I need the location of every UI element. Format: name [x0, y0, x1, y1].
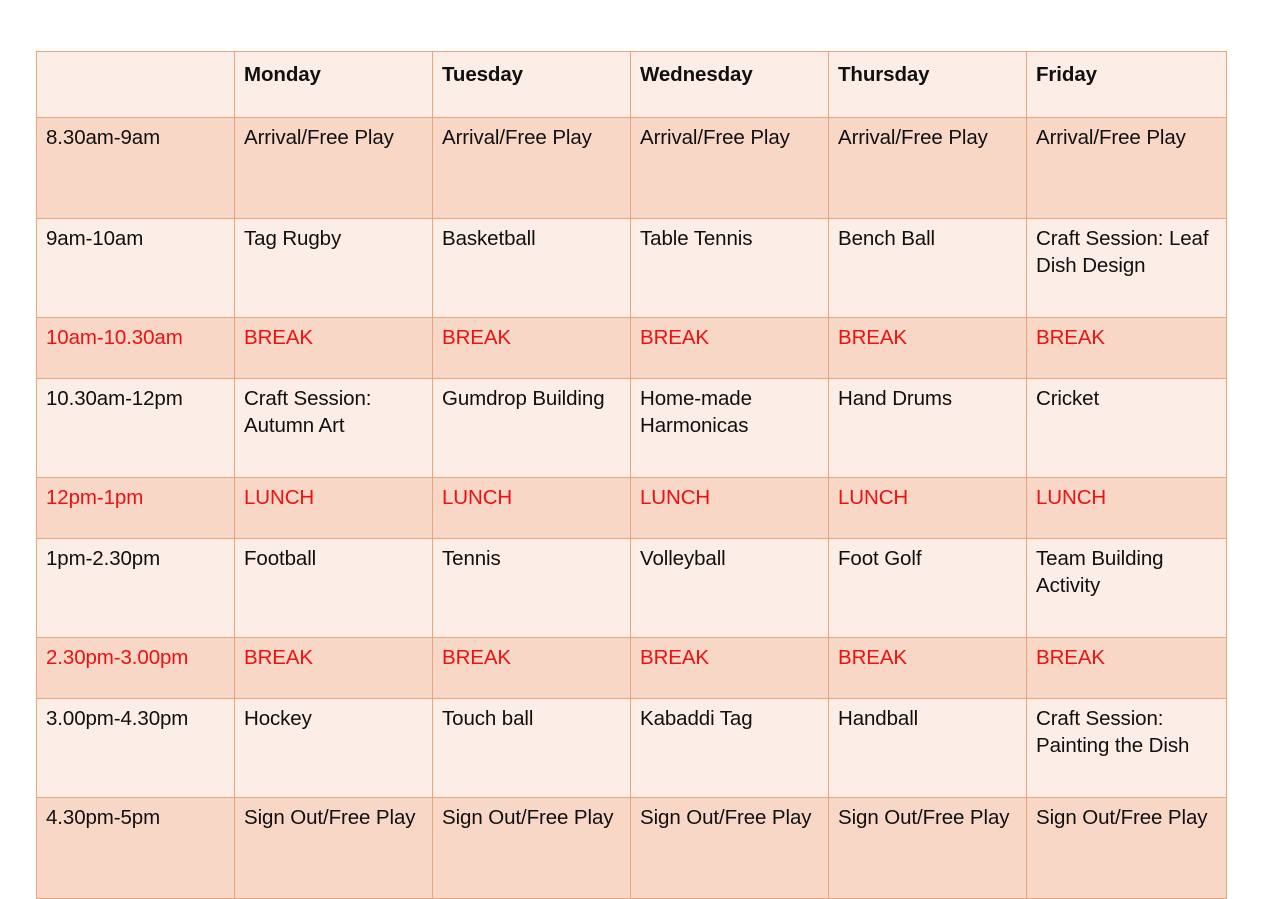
- activity-cell: Arrival/Free Play: [432, 117, 631, 219]
- activity-cell: BREAK: [630, 317, 829, 379]
- activity-cell: Arrival/Free Play: [828, 117, 1027, 219]
- activity-cell: Table Tennis: [630, 218, 829, 318]
- time-slot-cell: 9am-10am: [36, 218, 235, 318]
- activity-cell: LUNCH: [630, 477, 829, 539]
- header-row: Monday Tuesday Wednesday Thursday Friday: [36, 51, 1227, 118]
- table-row: 10am-10.30am BREAK BREAK BREAK BREAK BREAK: [36, 317, 1227, 379]
- activity-cell: Volleyball: [630, 538, 829, 638]
- time-slot-cell: 10.30am-12pm: [36, 378, 235, 478]
- activity-cell: BREAK: [432, 317, 631, 379]
- time-slot-cell: 3.00pm-4.30pm: [36, 698, 235, 798]
- activity-cell: Tag Rugby: [234, 218, 433, 318]
- table-row: 10.30am-12pm Craft Session: Autumn Art Gum…: [36, 378, 1227, 478]
- activity-cell: BREAK: [432, 637, 631, 699]
- activity-cell: Football: [234, 538, 433, 638]
- activity-cell: Arrival/Free Play: [630, 117, 829, 219]
- time-slot-cell: 10am-10.30am: [36, 317, 235, 379]
- activity-cell: LUNCH: [828, 477, 1027, 539]
- table-row: 1pm-2.30pm Football Tennis Volleyball Foot G…: [36, 538, 1227, 638]
- activity-cell: Handball: [828, 698, 1027, 798]
- time-slot-cell: 1pm-2.30pm: [36, 538, 235, 638]
- activity-cell: BREAK: [828, 317, 1027, 379]
- time-slot-cell: 4.30pm-5pm: [36, 797, 235, 899]
- table-row: 2.30pm-3.00pm BREAK BREAK BREAK BREAK BREAK: [36, 637, 1227, 699]
- time-slot-cell: 2.30pm-3.00pm: [36, 637, 235, 699]
- activity-cell: BREAK: [828, 637, 1027, 699]
- activity-cell: Basketball: [432, 218, 631, 318]
- activity-cell: Kabaddi Tag: [630, 698, 829, 798]
- activity-cell: BREAK: [234, 637, 433, 699]
- table-row: 3.00pm-4.30pm Hockey Touch ball Kabaddi Tag…: [36, 698, 1227, 798]
- activity-cell: Craft Session: Painting the Dish: [1026, 698, 1227, 798]
- activity-cell: Craft Session: Leaf Dish Design: [1026, 218, 1227, 318]
- activity-cell: Tennis: [432, 538, 631, 638]
- activity-cell: Foot Golf: [828, 538, 1027, 638]
- activity-cell: Sign Out/Free Play: [234, 797, 433, 899]
- activity-cell: BREAK: [234, 317, 433, 379]
- activity-cell: Gumdrop Building: [432, 378, 631, 478]
- table-row: 8.30am-9am Arrival/Free Play Arrival/Free …: [36, 117, 1227, 219]
- column-header-tuesday: Tuesday: [432, 51, 631, 118]
- timetable-container: Monday Tuesday Wednesday Thursday Friday…: [36, 51, 1227, 899]
- activity-cell: Arrival/Free Play: [1026, 117, 1227, 219]
- timetable-body: 8.30am-9am Arrival/Free Play Arrival/Free …: [36, 117, 1227, 899]
- activity-cell: BREAK: [1026, 637, 1227, 699]
- activity-cell: Sign Out/Free Play: [1026, 797, 1227, 899]
- timetable-head: Monday Tuesday Wednesday Thursday Friday: [36, 51, 1227, 118]
- activity-cell: Bench Ball: [828, 218, 1027, 318]
- activity-cell: BREAK: [1026, 317, 1227, 379]
- activity-cell: Sign Out/Free Play: [432, 797, 631, 899]
- activity-cell: Hockey: [234, 698, 433, 798]
- column-header-wednesday: Wednesday: [630, 51, 829, 118]
- column-header-monday: Monday: [234, 51, 433, 118]
- activity-cell: LUNCH: [1026, 477, 1227, 539]
- activity-cell: Sign Out/Free Play: [630, 797, 829, 899]
- activity-cell: Home-made Harmonicas: [630, 378, 829, 478]
- weekly-timetable: Monday Tuesday Wednesday Thursday Friday…: [36, 51, 1227, 899]
- column-header-thursday: Thursday: [828, 51, 1027, 118]
- time-slot-cell: 12pm-1pm: [36, 477, 235, 539]
- table-row: 9am-10am Tag Rugby Basketball Table Tennis B…: [36, 218, 1227, 318]
- activity-cell: LUNCH: [234, 477, 433, 539]
- corner-cell: [36, 51, 235, 118]
- activity-cell: Sign Out/Free Play: [828, 797, 1027, 899]
- activity-cell: Touch ball: [432, 698, 631, 798]
- time-slot-cell: 8.30am-9am: [36, 117, 235, 219]
- column-header-friday: Friday: [1026, 51, 1227, 118]
- activity-cell: Cricket: [1026, 378, 1227, 478]
- activity-cell: LUNCH: [432, 477, 631, 539]
- activity-cell: Arrival/Free Play: [234, 117, 433, 219]
- table-row: 12pm-1pm LUNCH LUNCH LUNCH LUNCH LUNCH: [36, 477, 1227, 539]
- table-row: 4.30pm-5pm Sign Out/Free Play Sign Out/Fre…: [36, 797, 1227, 899]
- activity-cell: Team Building Activity: [1026, 538, 1227, 638]
- activity-cell: Hand Drums: [828, 378, 1027, 478]
- activity-cell: BREAK: [630, 637, 829, 699]
- activity-cell: Craft Session: Autumn Art: [234, 378, 433, 478]
